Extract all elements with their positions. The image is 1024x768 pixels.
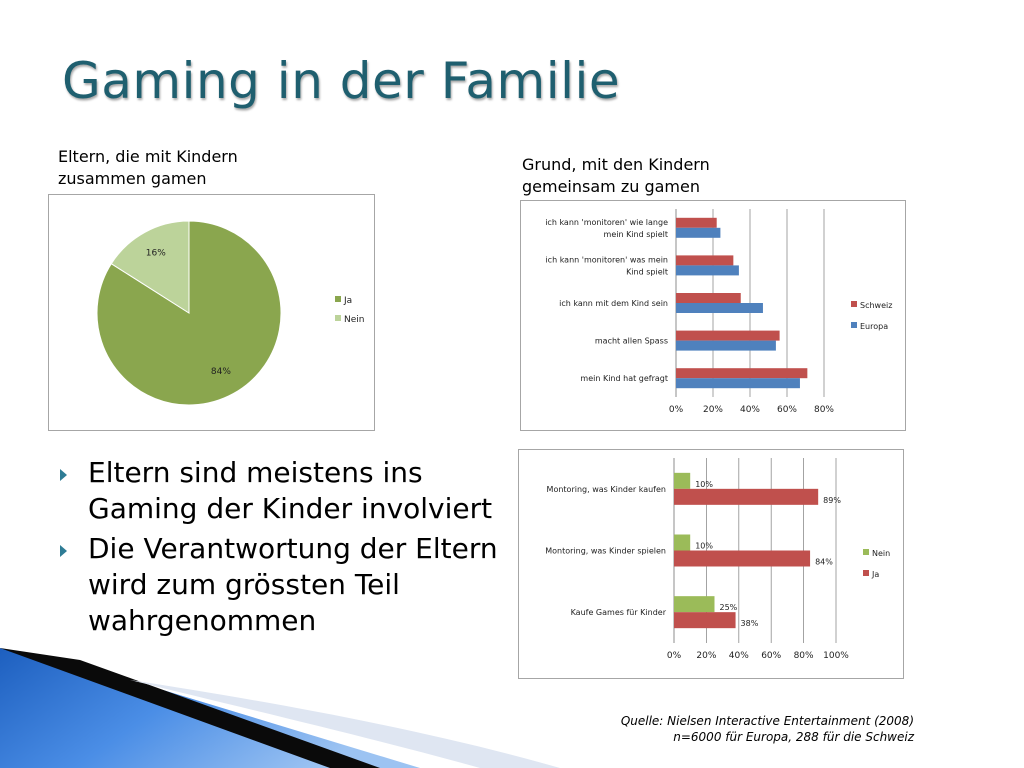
bar-ja (674, 488, 819, 505)
y-category-label: mein Kind hat gefragt (580, 374, 668, 383)
bar-data-label: 10% (695, 480, 713, 489)
bullet-arrow-icon (60, 469, 67, 481)
bar-europa (676, 265, 739, 276)
source-note: Quelle: Nielsen Interactive Entertainmen… (621, 713, 914, 745)
bar-europa (676, 378, 800, 389)
pie-data-label: 84% (211, 367, 231, 377)
bar-data-label: 84% (815, 558, 833, 567)
x-tick-label: 100% (823, 651, 849, 661)
x-tick-label: 20% (703, 405, 723, 415)
bar-caption-line-2: gemeinsam zu gamen (522, 177, 700, 196)
legend-swatch-europa (851, 322, 857, 328)
bar-ja (674, 550, 811, 567)
bar-schweiz (676, 330, 780, 341)
x-tick-label: 80% (794, 651, 814, 661)
bar-data-label: 38% (741, 619, 759, 628)
bar-data-label: 10% (695, 542, 713, 551)
bar-nein (674, 472, 691, 489)
x-tick-label: 40% (740, 405, 760, 415)
bar-europa (676, 340, 776, 351)
bar-chart-reasons: 0% 20% 40% 60% 80% ich kann 'monitoren' wie l… (545, 209, 892, 415)
bar-europa (676, 303, 763, 313)
bullet-text: Eltern sind meistens ins Gaming der Kind… (88, 456, 493, 525)
pie-chart-panel: 84% 16% Ja Nein (48, 194, 375, 431)
pie-slice-nein (110, 220, 190, 314)
y-category-label: macht allen Spass (595, 337, 668, 346)
y-category-label: ich kann 'monitoren' was mein (545, 255, 668, 264)
pie-chart: 84% 16% Ja Nein (96, 220, 364, 406)
bar-ja (674, 612, 736, 629)
bar-data-label: 25% (720, 603, 738, 612)
x-tick-label: 80% (814, 405, 834, 415)
slide-title: Gaming in der Familie (62, 52, 621, 110)
y-category-label: Montoring, was Kinder kaufen (547, 485, 666, 494)
x-tick-label: 40% (729, 651, 749, 661)
bar-chart-monitoring: 0% 20% 40% 60% 80% 100% 10% 89% Montoring, was K… (545, 458, 890, 661)
source-line-2: n=6000 für Europa, 288 für die Schweiz (673, 730, 914, 744)
pie-caption: Eltern, die mit Kindern zusammen gamen (58, 146, 238, 190)
y-category-label: ich kann mit dem Kind sein (559, 299, 668, 308)
bar-data-label: 89% (823, 496, 841, 505)
legend-swatch-nein (335, 315, 341, 321)
bar-nein (674, 596, 715, 613)
legend-label-nein: Nein (344, 315, 364, 325)
legend-swatch-ja (863, 570, 869, 576)
bullet-item: Die Verantwortung der Eltern wird zum gr… (58, 531, 498, 639)
legend-swatch-schweiz (851, 301, 857, 307)
y-category-label: Kaufe Games für Kinder (571, 608, 667, 617)
y-category-label: mein Kind spielt (604, 230, 668, 239)
bar-nein (674, 534, 691, 551)
legend-label-europa: Europa (860, 322, 888, 331)
bar-schweiz (676, 293, 741, 303)
legend-label-ja: Ja (343, 296, 352, 306)
x-tick-label: 0% (667, 651, 682, 661)
bar-europa (676, 227, 721, 238)
y-category-label: ich kann 'monitoren' wie lange (545, 218, 668, 227)
bar-caption: Grund, mit den Kindern gemeinsam zu game… (522, 154, 710, 198)
legend-label-ja: Ja (871, 570, 879, 579)
bar-caption-line-1: Grund, mit den Kindern (522, 155, 710, 174)
pie-data-label: 16% (146, 249, 166, 259)
legend-swatch-ja (335, 296, 341, 302)
legend-label-nein: Nein (872, 549, 890, 558)
bar-chart-reasons-panel: 0% 20% 40% 60% 80% ich kann 'monitoren' wie l… (520, 200, 906, 431)
x-tick-label: 60% (761, 651, 781, 661)
bar-chart-monitoring-panel: 0% 20% 40% 60% 80% 100% 10% 89% Montoring, was K… (518, 449, 904, 679)
legend-label-schweiz: Schweiz (860, 301, 892, 310)
x-tick-label: 20% (696, 651, 716, 661)
x-tick-label: 0% (669, 405, 684, 415)
bullet-list: Eltern sind meistens ins Gaming der Kind… (58, 455, 498, 643)
y-category-label: Kind spielt (626, 267, 668, 276)
bar-schweiz (676, 217, 717, 228)
bullet-arrow-icon (60, 545, 67, 557)
bullet-text: Die Verantwortung der Eltern wird zum gr… (88, 532, 498, 637)
x-tick-label: 60% (777, 405, 797, 415)
pie-caption-line-1: Eltern, die mit Kindern (58, 147, 238, 166)
source-line-1: Quelle: Nielsen Interactive Entertainmen… (620, 714, 914, 728)
pie-caption-line-2: zusammen gamen (58, 169, 207, 188)
bar-schweiz (676, 255, 734, 266)
bar-schweiz (676, 368, 808, 379)
legend-swatch-nein (863, 549, 869, 555)
bullet-item: Eltern sind meistens ins Gaming der Kind… (58, 455, 498, 527)
y-category-label: Montoring, was Kinder spielen (545, 547, 666, 556)
